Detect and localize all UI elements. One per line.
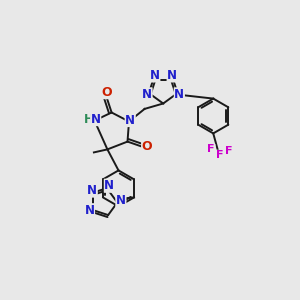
Text: N: N bbox=[116, 194, 126, 208]
Text: N: N bbox=[125, 113, 135, 127]
Text: N: N bbox=[104, 179, 114, 192]
Text: N: N bbox=[174, 88, 184, 101]
Text: N: N bbox=[150, 69, 160, 82]
Text: F: F bbox=[216, 150, 223, 160]
Text: N: N bbox=[85, 204, 94, 217]
Text: O: O bbox=[101, 85, 112, 99]
Text: F: F bbox=[224, 146, 232, 156]
Text: N: N bbox=[91, 112, 101, 126]
Text: O: O bbox=[142, 140, 152, 154]
Text: F: F bbox=[207, 144, 215, 154]
Text: N: N bbox=[142, 88, 152, 101]
Text: N: N bbox=[167, 69, 177, 82]
Text: H: H bbox=[84, 112, 94, 126]
Text: N: N bbox=[87, 184, 97, 197]
